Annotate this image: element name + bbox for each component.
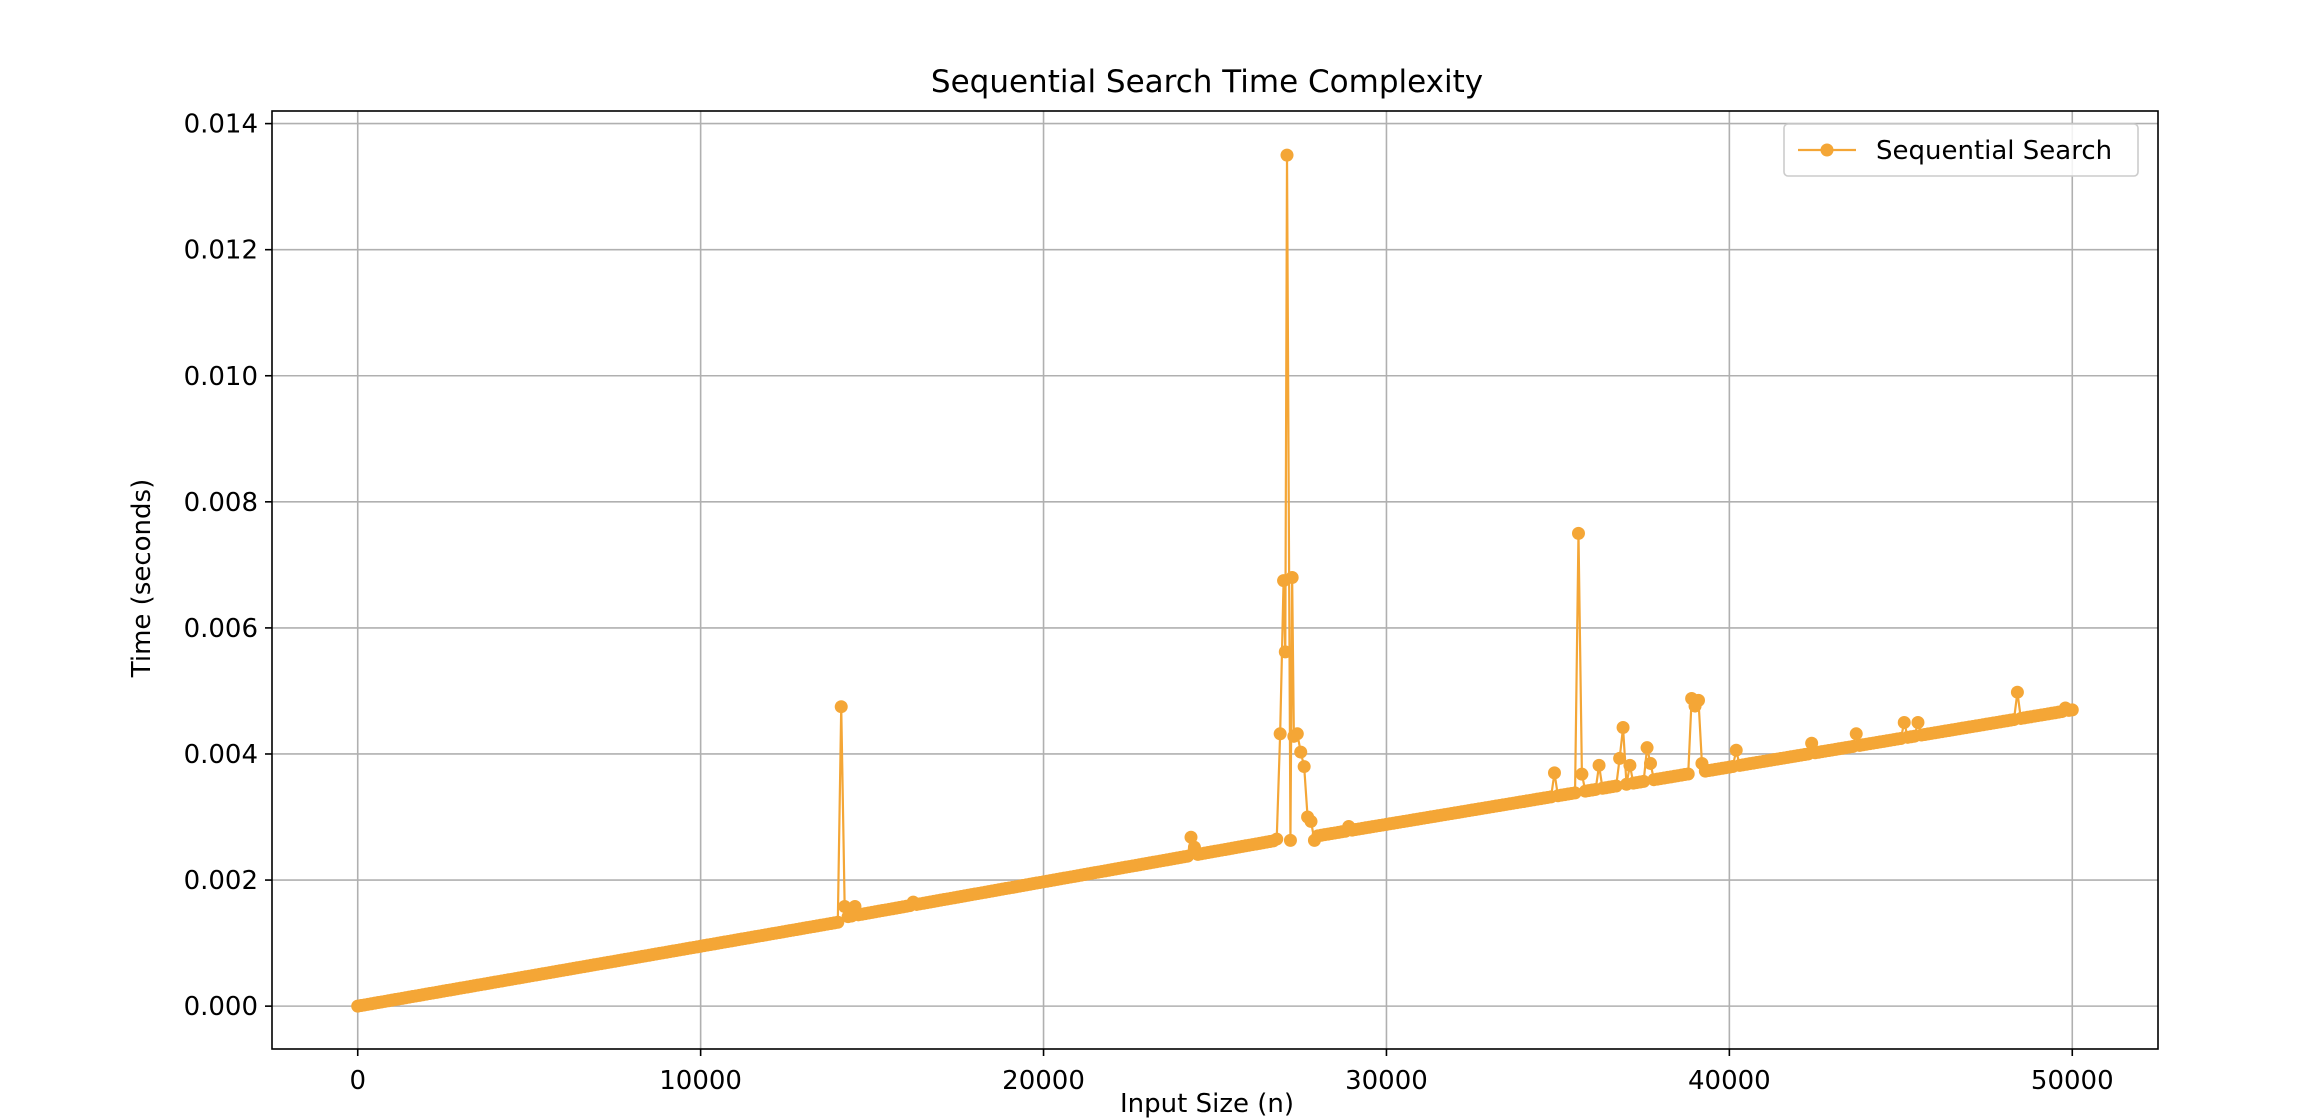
y-tick-label: 0.000 bbox=[184, 992, 258, 1022]
x-tick-label: 30000 bbox=[1345, 1066, 1428, 1096]
data-point bbox=[2065, 703, 2079, 717]
data-point bbox=[1897, 715, 1911, 729]
x-axis-ticks: 0 10000 20000 30000 40000 50000 bbox=[349, 1049, 2114, 1096]
y-tick-label: 0.010 bbox=[184, 362, 258, 392]
legend: Sequential Search bbox=[1783, 123, 2139, 177]
data-series bbox=[351, 148, 2079, 1013]
chart-title: Sequential Search Time Complexity bbox=[931, 64, 1483, 100]
plot-area-frame bbox=[271, 110, 2159, 1050]
y-tick-label: 0.002 bbox=[184, 866, 258, 896]
legend-box bbox=[1783, 123, 2139, 177]
data-point bbox=[1283, 833, 1297, 847]
data-point bbox=[1613, 751, 1627, 765]
data-point bbox=[1692, 693, 1705, 707]
data-point bbox=[1278, 645, 1292, 659]
legend-label: Sequential Search bbox=[1876, 136, 2112, 166]
x-tick-label: 50000 bbox=[2031, 1066, 2114, 1096]
data-point bbox=[1297, 760, 1311, 774]
y-tick-label: 0.008 bbox=[184, 488, 258, 518]
data-point bbox=[1681, 767, 1695, 781]
data-point bbox=[1575, 767, 1589, 781]
data-point bbox=[1592, 758, 1606, 772]
data-point bbox=[1181, 849, 1195, 863]
data-point bbox=[1270, 832, 1284, 846]
data-point bbox=[1616, 721, 1630, 735]
grid-lines bbox=[272, 111, 2158, 1049]
data-point bbox=[831, 915, 845, 929]
x-tick-label: 20000 bbox=[1002, 1066, 1085, 1096]
data-point bbox=[1637, 774, 1651, 788]
x-tick-label: 0 bbox=[349, 1066, 366, 1096]
x-tick-label: 40000 bbox=[1688, 1066, 1771, 1096]
x-tick-label: 10000 bbox=[659, 1066, 742, 1096]
data-point bbox=[1547, 766, 1561, 780]
y-tick-label: 0.006 bbox=[184, 614, 258, 644]
legend-marker-sample bbox=[1820, 143, 1834, 157]
data-point bbox=[1911, 715, 1925, 729]
y-axis-ticks: 0.000 0.002 0.004 0.006 0.008 0.010 0.012 0.014 bbox=[184, 110, 272, 1022]
data-point bbox=[1290, 727, 1304, 741]
data-point bbox=[1623, 758, 1637, 772]
data-point bbox=[1280, 148, 1294, 162]
data-point bbox=[1294, 745, 1308, 759]
data-point bbox=[1571, 526, 1585, 540]
data-point bbox=[1643, 756, 1657, 770]
y-axis-label: Time (seconds) bbox=[127, 479, 157, 678]
data-point bbox=[1184, 830, 1198, 844]
data-point bbox=[1568, 786, 1582, 800]
data-point bbox=[1285, 570, 1299, 584]
data-point bbox=[834, 700, 848, 714]
data-point bbox=[1273, 727, 1287, 741]
data-point bbox=[1729, 743, 1743, 757]
data-point bbox=[1640, 741, 1654, 755]
data-point bbox=[2010, 685, 2024, 699]
series-line-sequential-search bbox=[357, 154, 2073, 1008]
data-point bbox=[1849, 727, 1863, 741]
y-tick-label: 0.014 bbox=[184, 110, 258, 140]
y-tick-label: 0.004 bbox=[184, 740, 258, 770]
data-point bbox=[838, 900, 852, 914]
x-axis-label: Input Size (n) bbox=[1120, 1089, 1294, 1118]
data-point bbox=[1304, 814, 1318, 828]
data-point bbox=[1609, 779, 1623, 793]
y-tick-label: 0.012 bbox=[184, 236, 258, 266]
